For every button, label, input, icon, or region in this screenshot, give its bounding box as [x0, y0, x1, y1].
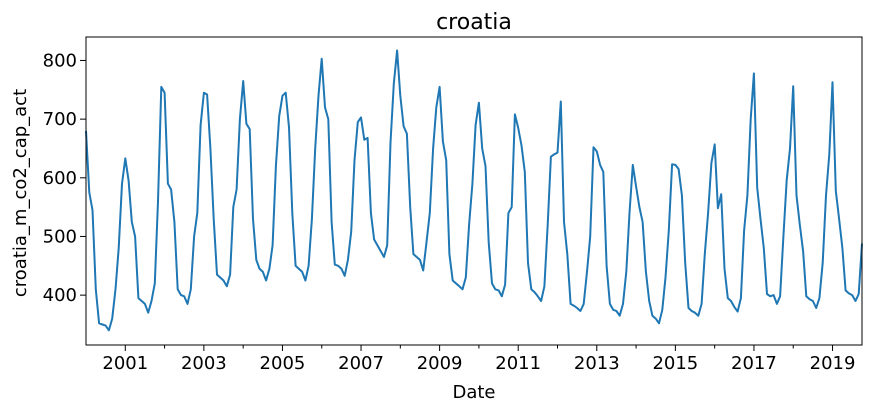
x-tick-label: 2013 [574, 353, 620, 374]
plot-area [85, 36, 863, 346]
x-tick-label: 2017 [731, 353, 777, 374]
x-tick-label: 2005 [260, 353, 306, 374]
x-tick-label: 2019 [810, 353, 856, 374]
y-axis-label: croatia_m_co2_cap_act [10, 89, 31, 297]
x-tick-label: 2015 [652, 353, 698, 374]
y-tick-label: 500 [43, 226, 77, 247]
x-tick-label: 2001 [102, 353, 148, 374]
plot-frame [85, 36, 863, 346]
y-tick-label: 600 [43, 168, 77, 189]
x-tick-label: 2007 [338, 353, 384, 374]
x-tick-label: 2003 [181, 353, 227, 374]
y-tick-label: 400 [43, 285, 77, 306]
chart-title: croatia [436, 10, 512, 35]
x-tick-label: 2009 [417, 353, 463, 374]
y-tick-label: 800 [43, 50, 77, 71]
x-axis: 2001 2003 2005 2007 2009 2011 2013 2015 2017 2019 [102, 345, 855, 374]
y-axis: 400 500 600 700 800 [43, 50, 86, 306]
series-line-0 [85, 49, 863, 332]
x-tick-label: 2011 [495, 353, 541, 374]
y-tick-label: 700 [43, 109, 77, 130]
x-axis-label: Date [452, 382, 495, 403]
